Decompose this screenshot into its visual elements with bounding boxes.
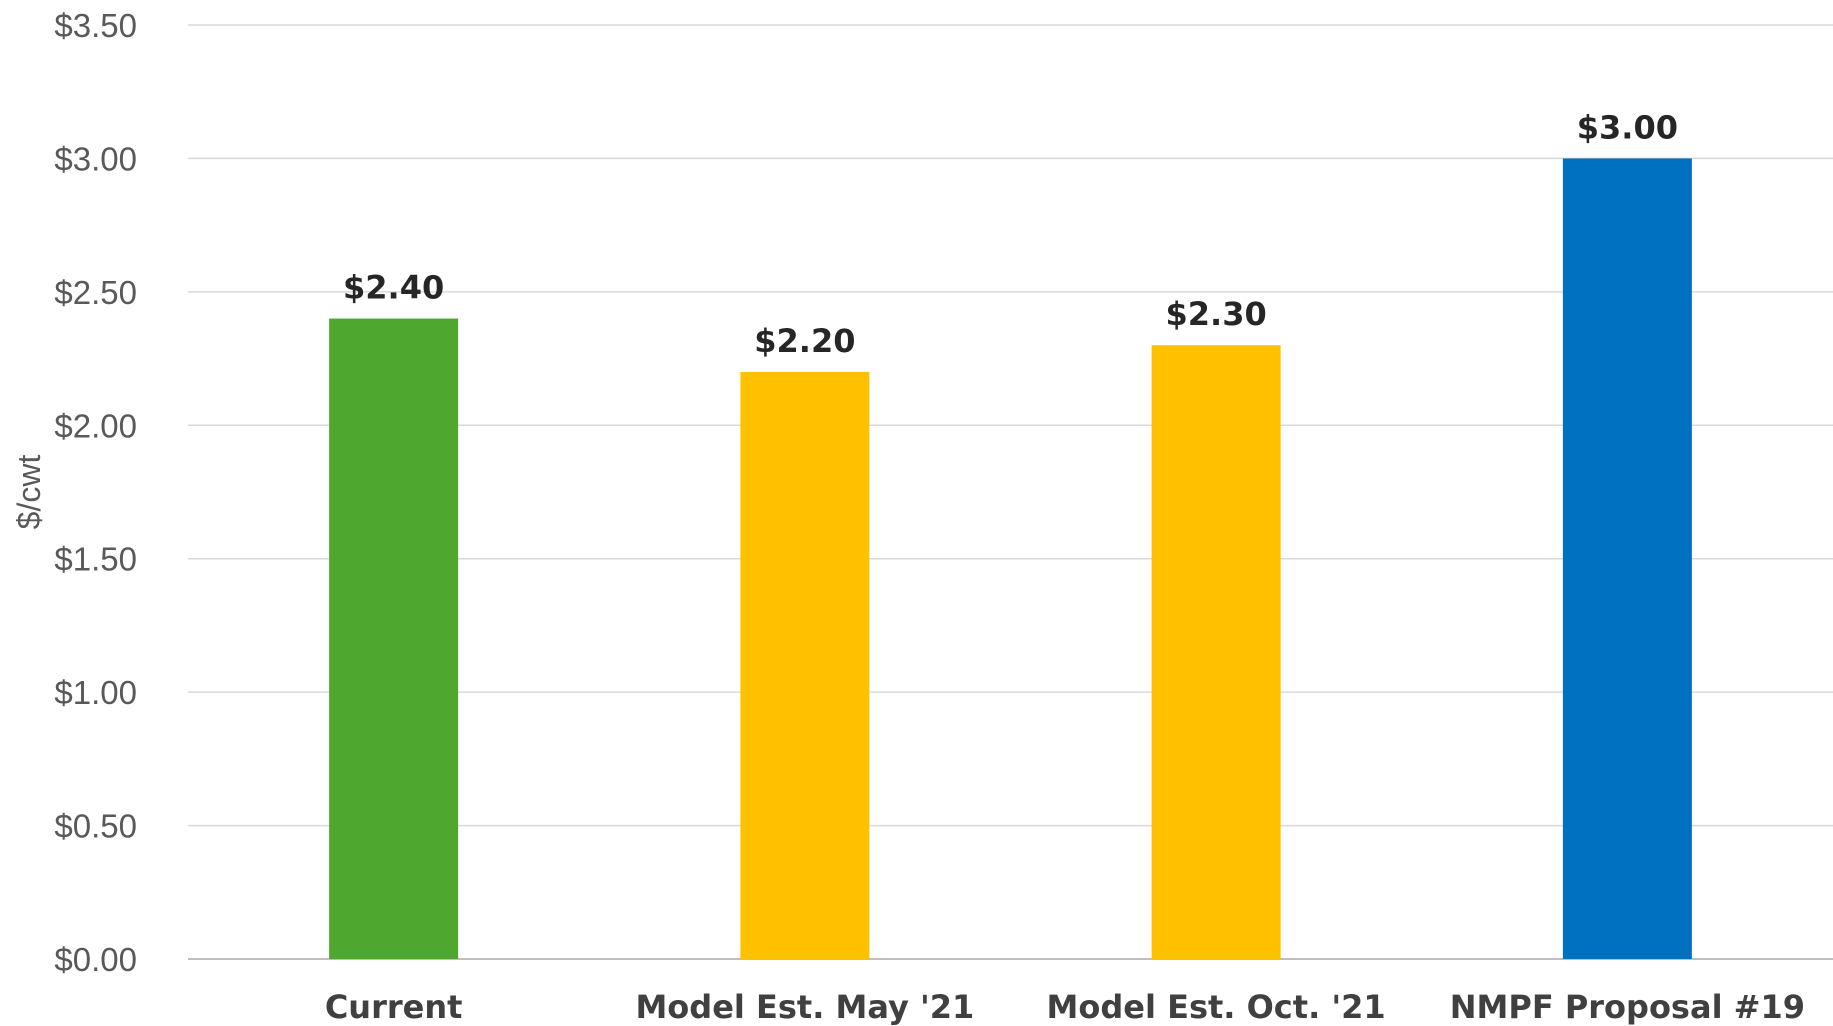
x-tick-label: Model Est. Oct. '21 [1047, 988, 1386, 1026]
y-tick-label: $3.00 [54, 140, 137, 177]
y-tick-label: $1.50 [54, 541, 137, 578]
y-tick-label: $3.50 [54, 7, 137, 44]
y-tick-label: $2.00 [54, 407, 137, 444]
x-tick-label: NMPF Proposal #19 [1450, 988, 1805, 1026]
y-tick-label: $0.50 [54, 808, 137, 845]
y-tick-label: $2.50 [54, 274, 137, 311]
y-axis-ticks: $0.00 $0.50 $1.00 $1.50 $2.00 $2.50 $3.00 $3.50 [54, 7, 137, 978]
data-label: $2.30 [1166, 295, 1267, 333]
bar [329, 318, 459, 959]
gridlines [188, 24, 1833, 960]
data-label: $3.00 [1577, 108, 1678, 146]
bar [1151, 345, 1281, 959]
data-labels: $2.40 $2.20 $2.30 $3.00 [343, 108, 1678, 359]
bar [740, 371, 870, 959]
y-axis-label: $/cwt [11, 455, 47, 530]
x-axis-ticks: Current Model Est. May '21 Model Est. Oct.… [325, 988, 1805, 1026]
y-tick-label: $1.00 [54, 674, 137, 711]
y-tick-label: $0.00 [54, 941, 137, 978]
bars [329, 158, 1692, 959]
x-tick-label: Model Est. May '21 [635, 988, 974, 1026]
data-label: $2.40 [343, 269, 444, 307]
data-label: $2.20 [754, 322, 855, 360]
x-tick-label: Current [325, 988, 463, 1026]
bar [1562, 158, 1692, 959]
